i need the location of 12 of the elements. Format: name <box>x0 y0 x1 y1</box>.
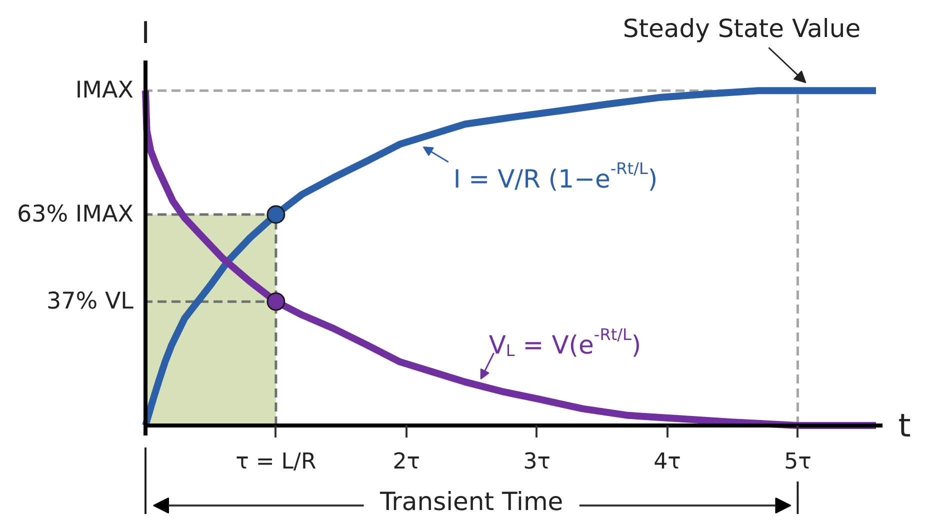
annotation: Steady State Value <box>622 14 861 44</box>
text: Transient Time <box>379 487 564 516</box>
x-tick-label: 4τ <box>654 449 681 474</box>
y-tick-label: 37% VL <box>46 288 134 315</box>
y-tick-label: IMAX <box>75 78 134 104</box>
x-axis-title: t <box>898 406 911 444</box>
x-tick-label: τ = L/R <box>236 449 316 474</box>
x-tick-label: 2τ <box>392 449 420 474</box>
y-tick-label: 63% IMAX <box>16 202 134 228</box>
x-tick-label: 3τ <box>523 449 550 474</box>
x-tick-label: 5τ <box>784 449 812 474</box>
y-axis-title: I <box>141 16 150 51</box>
